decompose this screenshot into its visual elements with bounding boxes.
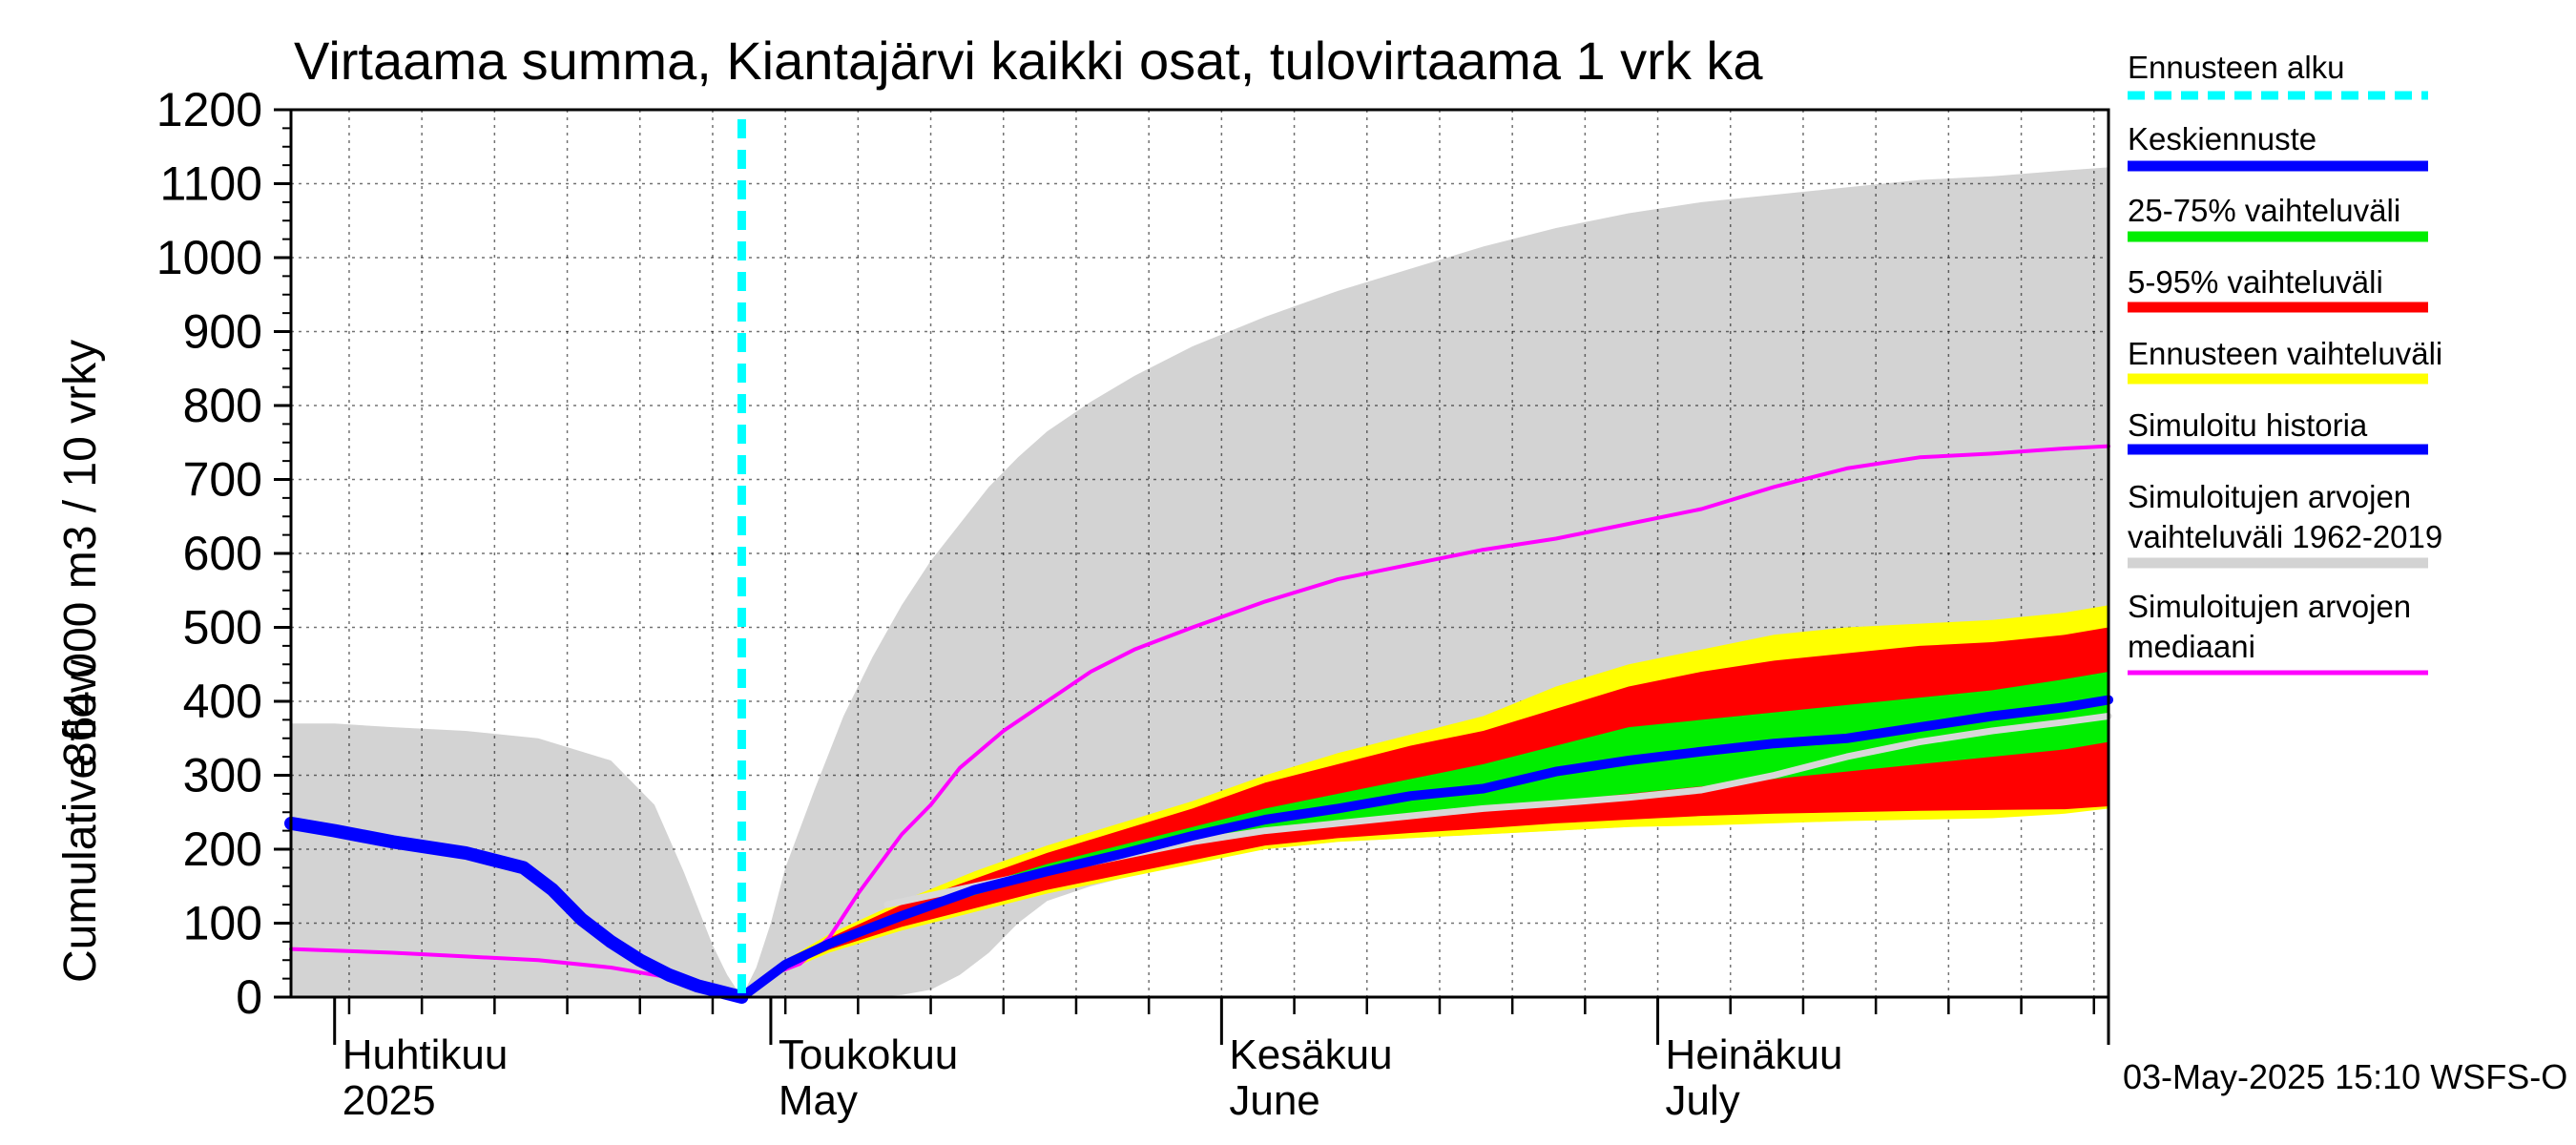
x-month-label-fi: Toukokuu [779,1031,958,1078]
x-month-label-en: June [1229,1077,1319,1124]
legend-label-forecast_range: Ennusteen vaihteluväli [2128,336,2442,371]
legend-label-p25_75: 25-75% vaihteluväli [2128,193,2400,228]
y-tick-label: 800 [183,379,262,432]
historical-median-line [739,444,2110,999]
chart-title: Virtaama summa, Kiantajärvi kaikki osat,… [294,31,1763,91]
y-tick-label: 700 [183,453,262,507]
x-month-label-fi: Huhtikuu [343,1031,509,1078]
legend-label-hist_range: vaihteluväli 1962-2019 [2128,519,2442,554]
x-month-label-fi: Heinäkuu [1666,1031,1843,1078]
y-tick-label: 1000 [156,231,262,284]
y-axis: 0 100 200 300 400 500 600 700 800 900 1000 1100 1200 [156,83,291,1024]
timestamp: 03-May-2025 15:10 WSFS-O [2123,1057,2568,1096]
y-tick-label: 1200 [156,83,262,136]
y-axis-label-en: Cumulative flow [55,659,106,983]
y-tick-label: 0 [236,970,262,1024]
legend-label-median_forecast: Keskiennuste [2128,121,2316,156]
legend-label-p5_95: 5-95% vaihteluväli [2128,264,2383,300]
y-tick-label: 300 [183,749,262,802]
y-axis-label-fi: 864 000 m3 / 10 vrky [55,340,106,767]
y-tick-label: 500 [183,601,262,655]
median-forecast-line [737,695,2113,1002]
plot-area [284,108,2113,1004]
legend-label-forecast_start: Ennusteen alku [2128,50,2345,85]
legend-label-hist_median: mediaani [2128,629,2255,664]
y-tick-label: 400 [183,675,262,728]
x-month-label-en: May [779,1077,858,1124]
y-tick-label: 1100 [159,157,262,211]
legend-label-hist_range: Simuloitujen arvojen [2128,479,2411,514]
y-tick-label: 600 [183,527,262,580]
y-tick-label: 900 [183,305,262,359]
y-tick-label: 200 [183,822,262,876]
legend-label-simulated_history: Simuloitu historia [2128,407,2368,443]
series-lines-layer [284,444,2113,1004]
y-tick-label: 100 [183,897,262,950]
x-month-label-en: July [1666,1077,1740,1124]
p25-75-band [741,672,2109,997]
legend: Ennusteen alku Keskiennuste 25-75% vaihtel… [2128,50,2442,676]
simulated-history-line [284,816,749,1004]
x-month-label-fi: Kesäkuu [1229,1031,1392,1078]
x-month-label-en: 2025 [343,1077,436,1124]
legend-label-hist_median: Simuloitujen arvojen [2128,589,2411,624]
